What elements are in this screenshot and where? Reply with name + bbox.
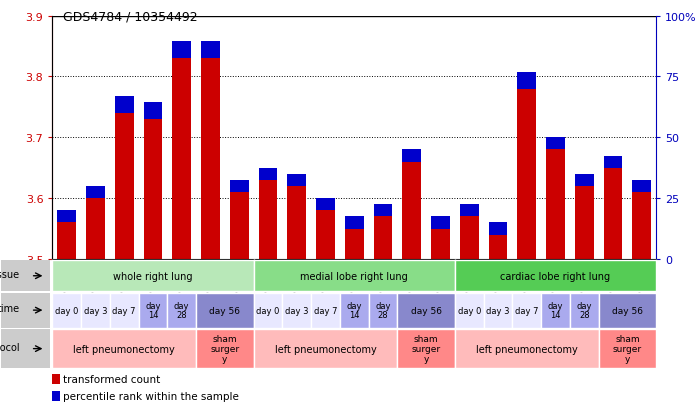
- Bar: [230, 192, 248, 259]
- Bar: [172, 59, 191, 259]
- Text: left pneumonectomy: left pneumonectomy: [274, 344, 376, 354]
- Text: day 56: day 56: [209, 306, 240, 315]
- Text: whole right lung: whole right lung: [113, 271, 193, 281]
- Text: cardiac lobe right lung: cardiac lobe right lung: [500, 271, 611, 281]
- Text: protocol: protocol: [0, 342, 20, 352]
- Bar: [489, 223, 507, 235]
- Bar: [86, 199, 105, 259]
- Bar: [288, 174, 306, 187]
- Text: day
14: day 14: [346, 301, 362, 320]
- Text: day 3: day 3: [285, 306, 309, 315]
- Bar: [57, 223, 76, 259]
- Text: day 7: day 7: [515, 306, 538, 315]
- Bar: [230, 180, 248, 192]
- Bar: [144, 120, 163, 259]
- Bar: [632, 180, 651, 192]
- Text: day 56: day 56: [410, 306, 442, 315]
- Text: day 0: day 0: [256, 306, 280, 315]
- Bar: [345, 229, 364, 259]
- Bar: [575, 187, 593, 259]
- Bar: [517, 89, 536, 259]
- Text: day 3: day 3: [84, 306, 107, 315]
- Bar: [345, 217, 364, 229]
- Bar: [489, 235, 507, 259]
- Text: day
14: day 14: [548, 301, 563, 320]
- Text: day
28: day 28: [174, 301, 189, 320]
- Text: sham
surger
y: sham surger y: [613, 335, 642, 363]
- Text: tissue: tissue: [0, 270, 20, 280]
- Bar: [172, 42, 191, 59]
- Bar: [288, 187, 306, 259]
- Text: day 56: day 56: [612, 306, 643, 315]
- Bar: [604, 169, 623, 259]
- Text: medial lobe right lung: medial lobe right lung: [300, 271, 408, 281]
- Bar: [546, 138, 565, 150]
- Bar: [115, 97, 133, 114]
- Bar: [546, 150, 565, 259]
- Text: day 0: day 0: [458, 306, 481, 315]
- Bar: [517, 72, 536, 89]
- Bar: [431, 217, 450, 229]
- Text: day
28: day 28: [376, 301, 391, 320]
- Text: time: time: [0, 304, 20, 313]
- Text: day 7: day 7: [313, 306, 337, 315]
- Bar: [575, 174, 593, 187]
- Bar: [460, 217, 479, 259]
- Text: left pneumonectomy: left pneumonectomy: [476, 344, 578, 354]
- Bar: [259, 168, 277, 180]
- Text: day 0: day 0: [55, 306, 78, 315]
- Text: day 3: day 3: [487, 306, 510, 315]
- Bar: [316, 211, 335, 259]
- Bar: [201, 42, 220, 59]
- Text: percentile rank within the sample: percentile rank within the sample: [63, 392, 239, 401]
- Bar: [402, 150, 421, 162]
- Bar: [144, 103, 163, 120]
- Bar: [52, 391, 59, 401]
- Text: day 7: day 7: [112, 306, 136, 315]
- Text: day
14: day 14: [145, 301, 161, 320]
- Bar: [86, 187, 105, 199]
- Text: sham
surger
y: sham surger y: [412, 335, 440, 363]
- Text: transformed count: transformed count: [63, 374, 161, 384]
- Bar: [52, 374, 59, 384]
- Bar: [115, 114, 133, 259]
- Text: sham
surger
y: sham surger y: [210, 335, 239, 363]
- Bar: [373, 205, 392, 217]
- Text: left pneumonectomy: left pneumonectomy: [73, 344, 175, 354]
- Bar: [57, 211, 76, 223]
- Bar: [460, 205, 479, 217]
- Bar: [431, 229, 450, 259]
- Bar: [604, 156, 623, 169]
- Bar: [632, 192, 651, 259]
- Bar: [373, 217, 392, 259]
- Bar: [201, 59, 220, 259]
- Text: GDS4784 / 10354492: GDS4784 / 10354492: [63, 10, 198, 23]
- Bar: [402, 162, 421, 259]
- Bar: [259, 180, 277, 259]
- Text: day
28: day 28: [577, 301, 592, 320]
- Bar: [316, 199, 335, 211]
